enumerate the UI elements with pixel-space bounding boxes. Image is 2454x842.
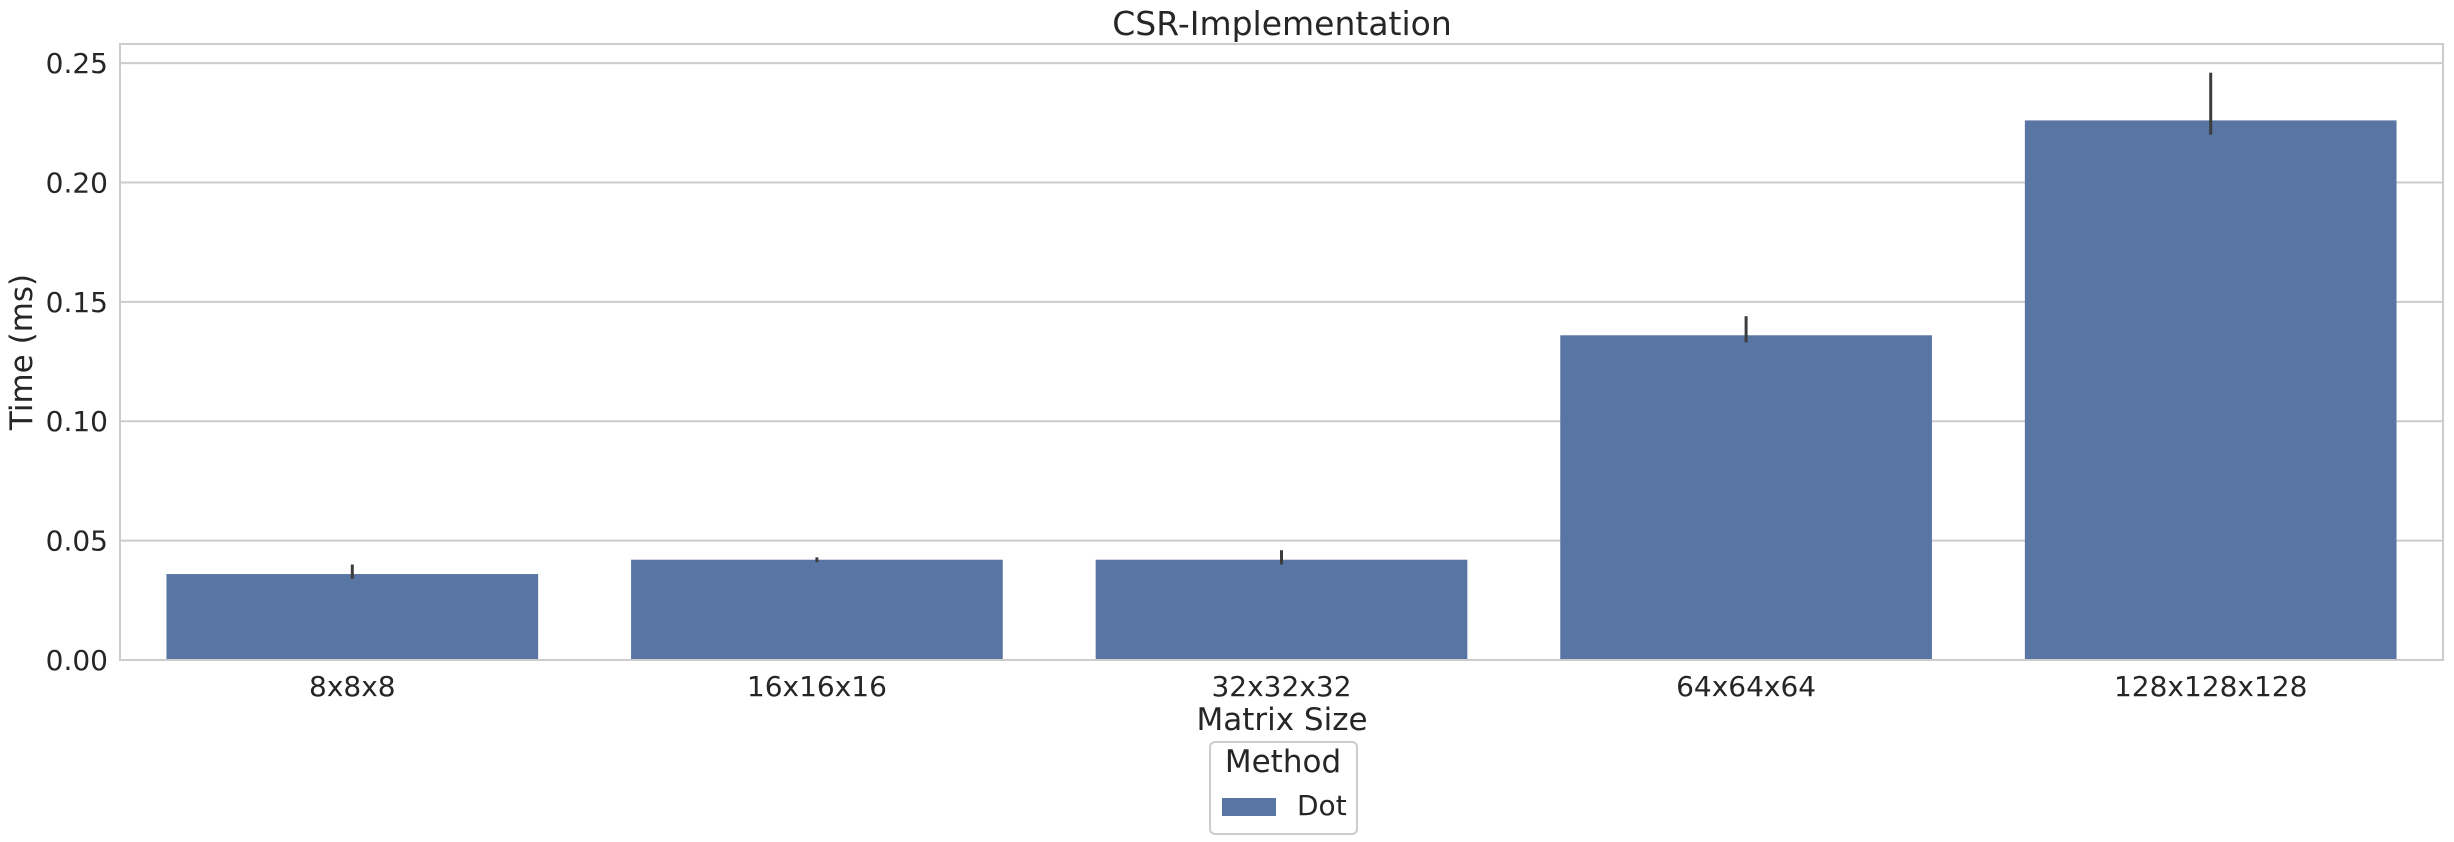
- y-axis-ticks: 0.00 0.05 0.10 0.15 0.20 0.25: [46, 47, 108, 677]
- x-tick-label: 8x8x8: [309, 670, 396, 703]
- x-tick-label: 16x16x16: [747, 670, 887, 703]
- y-tick-label: 0.15: [46, 286, 108, 319]
- x-tick-label: 128x128x128: [2114, 670, 2307, 703]
- bar-8x8x8: [166, 574, 539, 660]
- y-tick-label: 0.10: [46, 405, 108, 438]
- legend: Method Dot: [1209, 741, 1358, 835]
- legend-title: Method: [1225, 744, 1341, 780]
- x-axis-label: Matrix Size: [1196, 702, 1367, 738]
- legend-swatch-dot: [1222, 798, 1276, 816]
- bar-64x64x64: [1560, 335, 1932, 660]
- y-tick-label: 0.25: [46, 47, 108, 80]
- chart-title: CSR-Implementation: [1112, 4, 1452, 43]
- y-tick-label: 0.00: [46, 644, 108, 677]
- plot-frame: [119, 43, 2444, 661]
- bars-layer: [166, 120, 2397, 661]
- bar-128x128x128: [2024, 120, 2397, 661]
- x-tick-label: 32x32x32: [1211, 670, 1351, 703]
- bar-32x32x32: [1095, 559, 1468, 660]
- x-tick-label: 64x64x64: [1676, 670, 1816, 703]
- bar-16x16x16: [631, 559, 1003, 660]
- legend-label-dot: Dot: [1297, 789, 1347, 822]
- y-axis-label: Time (ms): [4, 274, 40, 431]
- x-axis-ticks: 8x8x8 16x16x16 32x32x32 64x64x64 128x128x128: [309, 670, 2307, 703]
- y-tick-label: 0.20: [46, 166, 108, 199]
- y-tick-label: 0.05: [46, 525, 108, 558]
- error-bars-layer: [350, 72, 2213, 579]
